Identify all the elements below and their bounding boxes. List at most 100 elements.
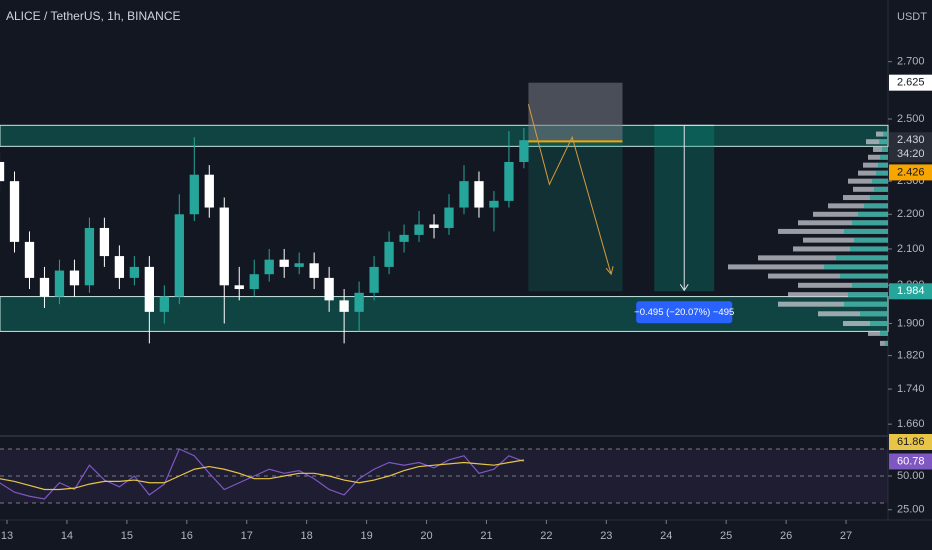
volume-profile-bar-up xyxy=(878,162,888,168)
x-tick-label: 17 xyxy=(241,530,253,542)
x-tick-label: 26 xyxy=(780,530,792,542)
price-label: 2.426 xyxy=(897,166,925,178)
volume-profile-bar xyxy=(798,220,888,226)
y-tick-label: 1.900 xyxy=(897,317,925,329)
target-area xyxy=(528,141,623,292)
x-tick-label: 25 xyxy=(720,530,732,542)
candle-body xyxy=(84,227,95,286)
candle-body xyxy=(324,277,334,301)
x-tick-label: 14 xyxy=(61,530,73,542)
forecast-arrow-head xyxy=(605,266,614,276)
candle-body xyxy=(249,274,259,290)
projection-label-box xyxy=(636,301,733,324)
volume-profile-bar-up xyxy=(844,228,888,234)
rsi-label: 60.78 xyxy=(897,455,925,467)
volume-profile-bar xyxy=(768,273,888,279)
volume-profile-bar xyxy=(843,321,888,327)
candle-body xyxy=(474,181,484,208)
x-tick-label: 20 xyxy=(420,530,432,542)
rsi-ma-line xyxy=(0,459,525,491)
y-tick-label: 2.500 xyxy=(897,113,925,125)
zone xyxy=(0,124,889,147)
chart-title: ALICE / TetherUS, 1h, BINANCE xyxy=(6,9,181,23)
volume-profile-bar xyxy=(853,186,888,192)
candle-body xyxy=(429,224,439,228)
volume-profile-bar xyxy=(873,146,888,152)
volume-profile-bar-up xyxy=(848,292,888,298)
candle-body xyxy=(444,207,454,228)
y-tick-label: 2.200 xyxy=(897,208,925,220)
volume-profile-bar xyxy=(798,282,888,288)
volume-profile-bar-up xyxy=(844,301,888,307)
candle-body xyxy=(219,207,229,286)
volume-profile-bar-up xyxy=(854,237,888,243)
forecast-path xyxy=(527,104,612,275)
candle-body xyxy=(9,181,20,242)
rsi-ma-label: 61.86 xyxy=(897,436,925,448)
volume-profile-bar-up xyxy=(852,282,888,288)
volume-profile-bar-up xyxy=(858,211,888,217)
candle-body xyxy=(204,174,214,208)
volume-profile-bar-up xyxy=(840,273,888,279)
candle-body xyxy=(174,214,184,297)
stop-area xyxy=(528,82,623,142)
x-tick-label: 23 xyxy=(600,530,612,542)
volume-profile-bar xyxy=(813,211,888,217)
candle-body xyxy=(489,200,499,208)
volume-profile-bar xyxy=(868,154,888,160)
price-label-box xyxy=(889,132,932,163)
volume-profile-bar-up xyxy=(864,203,888,209)
volume-profile-bar-up xyxy=(884,340,888,346)
candle-body xyxy=(399,234,409,242)
volume-profile-bar-up xyxy=(824,264,888,270)
volume-profile-bar xyxy=(868,330,888,336)
x-tick-label: 13 xyxy=(1,530,13,542)
candle-body xyxy=(144,266,154,312)
volume-profile-bar xyxy=(858,170,888,176)
candle-body xyxy=(414,224,424,235)
candle-body xyxy=(519,140,529,162)
volume-profile-bar-up xyxy=(880,154,888,160)
rsi-label-box xyxy=(889,453,932,470)
volume-profile-bar-up xyxy=(860,311,888,317)
volume-profile-bar-up xyxy=(882,146,888,152)
volume-profile-bar xyxy=(880,340,888,346)
candle-body xyxy=(384,241,394,267)
candle-body xyxy=(354,292,364,312)
volume-profile-bar-up xyxy=(872,178,888,184)
rsi-ma-label-box xyxy=(889,433,932,450)
candle-body xyxy=(99,227,110,257)
x-tick-label: 24 xyxy=(660,530,672,542)
y-tick-label: 2.700 xyxy=(897,56,925,68)
x-tick-label: 19 xyxy=(360,530,372,542)
x-tick-label: 21 xyxy=(480,530,492,542)
volume-profile-bar-up xyxy=(883,131,888,137)
candle-body xyxy=(279,259,289,267)
rsi-line xyxy=(0,448,525,500)
y-tick-label: 1.660 xyxy=(897,418,925,430)
price-label-box xyxy=(889,283,932,300)
candle-body xyxy=(39,277,50,297)
candle-body xyxy=(294,263,304,267)
x-tick-label: 22 xyxy=(540,530,552,542)
x-tick-label: 18 xyxy=(301,530,313,542)
projection-arrow-head xyxy=(679,284,689,292)
x-tick-label: 15 xyxy=(121,530,133,542)
volume-profile-bar-up xyxy=(870,195,888,201)
countdown: 34:20 xyxy=(897,148,925,160)
volume-profile-bar xyxy=(793,246,888,252)
volume-profile-bar xyxy=(848,178,888,184)
volume-profile-bar xyxy=(728,264,888,270)
volume-profile-bar-up xyxy=(870,321,888,327)
volume-profile-bar-up xyxy=(880,330,888,336)
candle-body xyxy=(264,259,274,275)
price-label: 1.984 xyxy=(897,285,925,297)
candle-body xyxy=(159,296,169,312)
candle-body xyxy=(189,174,199,215)
volume-profile-bar-up xyxy=(850,246,888,252)
volume-profile-bar xyxy=(818,311,888,317)
volume-profile-bar xyxy=(863,162,888,168)
candle-body xyxy=(69,270,80,286)
volume-profile-bar xyxy=(843,195,888,201)
price-label-box xyxy=(889,164,932,181)
